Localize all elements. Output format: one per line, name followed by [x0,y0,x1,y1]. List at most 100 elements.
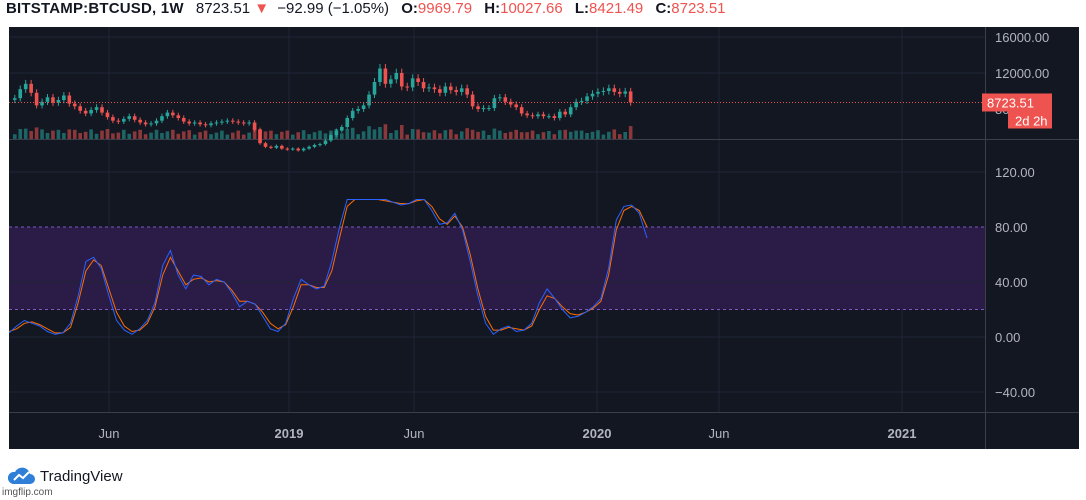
candle [427,83,431,139]
candle-body [143,122,148,125]
candle-body [181,118,186,122]
candle-body [547,116,551,118]
candle [51,93,55,139]
candle [623,87,627,139]
candle [383,64,388,139]
candle-body [176,115,181,118]
candle [236,119,241,139]
candle [607,84,611,139]
candle [410,74,415,139]
candle [449,82,453,139]
candle [492,94,497,139]
candle-body [487,108,491,110]
candle-body [623,91,627,94]
volume-bar [18,129,23,139]
candle-body [459,88,464,92]
volume-bar [399,125,404,139]
volume-bar [138,129,142,139]
candle-body [449,86,453,91]
countdown-tag-text: 2d 2h [1015,113,1048,128]
volume-bar [100,130,104,139]
volume-bar [449,129,453,139]
candle [547,113,551,139]
brand-name: TradingView [40,467,123,485]
last-price-tag-bg [982,93,1052,112]
candle-body [318,144,322,146]
candle [394,68,399,139]
candle-body [617,91,622,94]
candle-body [127,116,132,119]
volume-bar [405,134,409,139]
candle-body [301,148,306,151]
candle [568,104,573,139]
candle-body [465,88,469,95]
candle [416,74,420,139]
candle [83,107,88,139]
candle-body [209,123,213,126]
close-value: 8723.51 [671,0,726,18]
volume-bar [203,130,208,139]
volume-bar [62,133,66,139]
candle [552,113,557,139]
candle [78,103,82,139]
candle-body [116,120,121,122]
volume-bar [263,131,268,139]
stoch-axis-label: 80.00 [995,220,1028,235]
last-price-tag: 8723.51 2d 2h [982,93,1052,129]
candle [165,109,170,139]
candle-body [220,121,224,123]
open-label: O: [401,0,418,18]
volume-bar [318,130,322,139]
stoch-d-line [9,198,648,334]
tradingview-logo[interactable]: TradingView [6,464,123,488]
candle-body [45,97,50,102]
candle [247,120,251,139]
candle [378,64,382,139]
countdown-tag-bg [1008,111,1052,129]
volume-bar [465,128,469,139]
volume-bar [132,131,137,139]
volume-bar [383,124,388,139]
candle [209,121,213,139]
volume-bar [116,132,121,139]
volume-bar [503,133,508,139]
candle [389,75,393,139]
candle [438,85,442,139]
candle-body [536,114,540,117]
volume-bar [198,132,202,139]
candle [143,120,148,139]
candle [171,109,175,139]
candle-body [285,148,290,150]
stoch-axis-label: 120.00 [995,165,1035,180]
symbol-title[interactable]: BITSTAMP:BTCUSD, 1W [6,0,184,18]
candle-body [438,89,442,93]
volume-bar [389,133,393,139]
volume-bar [231,132,235,139]
volume-bar [258,129,262,139]
candle [40,98,44,139]
candle-body [160,116,164,121]
volume-bar [617,134,622,139]
volume-bar [209,134,213,139]
candle-body [241,122,246,124]
candle [563,108,568,139]
volume-bar [498,130,502,139]
candle [132,113,137,139]
candle-body [492,98,497,109]
overbought-oversold-band [9,227,985,310]
candle-body [29,83,33,93]
candle [601,87,606,139]
candle-body [416,78,420,82]
volume-bar [34,127,39,139]
candle [62,92,66,139]
volume-bar [241,134,246,139]
candle [252,120,257,139]
volume-bar [558,130,562,139]
candle [94,104,99,139]
candle-body [307,146,311,149]
volume-bar [530,130,535,139]
volume-bar [334,129,339,139]
volume-bar [45,133,50,139]
